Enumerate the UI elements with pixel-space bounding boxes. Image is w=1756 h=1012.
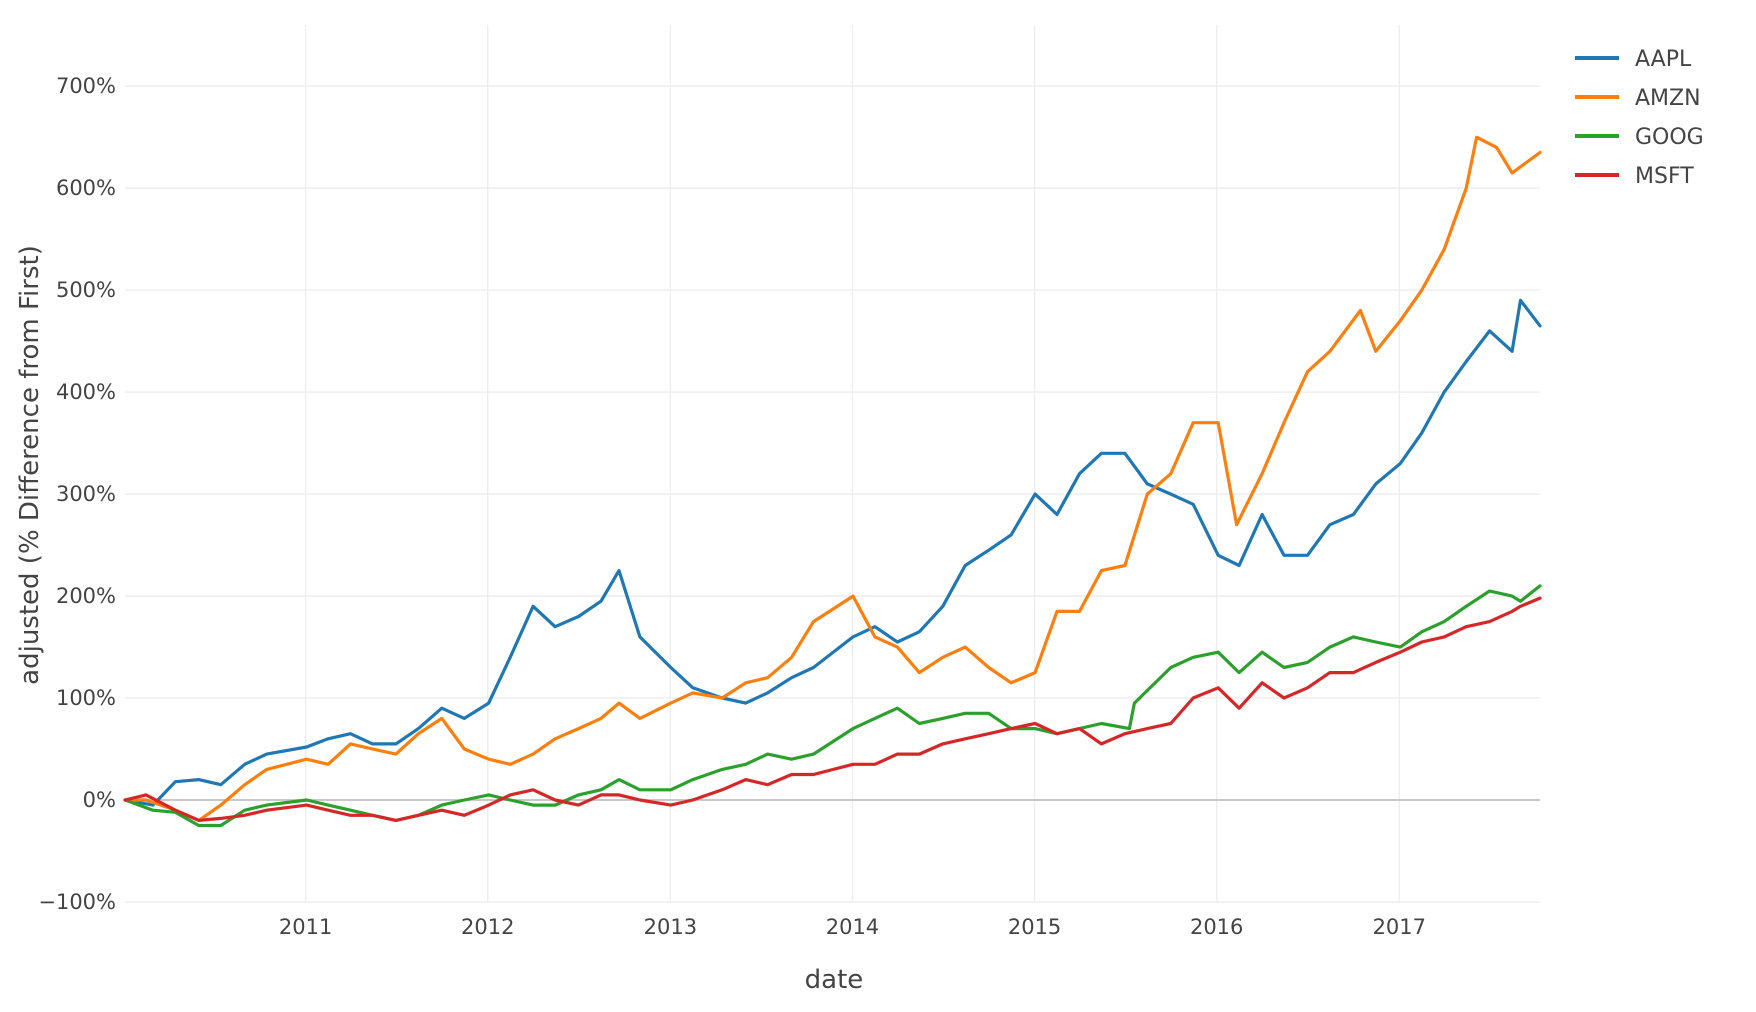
x-tick-label: 2012 [461, 915, 514, 939]
series-line-goog [123, 584, 1542, 828]
y-axis-ticks: −100% 0% 100% 200% 300% 400% 500% 600% 700% [38, 74, 116, 914]
x-axis-title: date [805, 965, 864, 995]
x-tick-label: 2011 [279, 915, 332, 939]
x-tick-label: 2017 [1373, 915, 1426, 939]
x-tick-label: 2016 [1190, 915, 1243, 939]
series-line-amzn [123, 135, 1542, 822]
y-tick-label: 0% [83, 788, 116, 812]
y-axis-title: adjusted (% Difference from First) [15, 245, 45, 685]
legend-label-aapl: AAPL [1635, 47, 1692, 72]
x-tick-label: 2013 [644, 915, 697, 939]
y-tick-label: 300% [56, 482, 116, 506]
legend[interactable]: AAPL AMZN GOOG MSFT [1575, 47, 1704, 189]
y-tick-label: 600% [56, 176, 116, 200]
legend-label-msft: MSFT [1635, 164, 1694, 189]
y-tick-label: 700% [56, 74, 116, 98]
y-tick-label: −100% [38, 890, 116, 914]
x-tick-label: 2014 [826, 915, 879, 939]
x-axis-ticks: 2011 2012 2013 2014 2015 2016 2017 [279, 915, 1426, 939]
x-tick-label: 2015 [1008, 915, 1061, 939]
series-line-msft [123, 596, 1542, 822]
y-tick-label: 200% [56, 584, 116, 608]
series-lines [123, 135, 1542, 828]
y-tick-label: 100% [56, 686, 116, 710]
legend-label-amzn: AMZN [1635, 86, 1701, 111]
legend-label-goog: GOOG [1635, 125, 1704, 150]
series-line-aapl [123, 298, 1542, 807]
y-tick-label: 400% [56, 380, 116, 404]
grid [125, 25, 1540, 903]
y-tick-label: 500% [56, 278, 116, 302]
